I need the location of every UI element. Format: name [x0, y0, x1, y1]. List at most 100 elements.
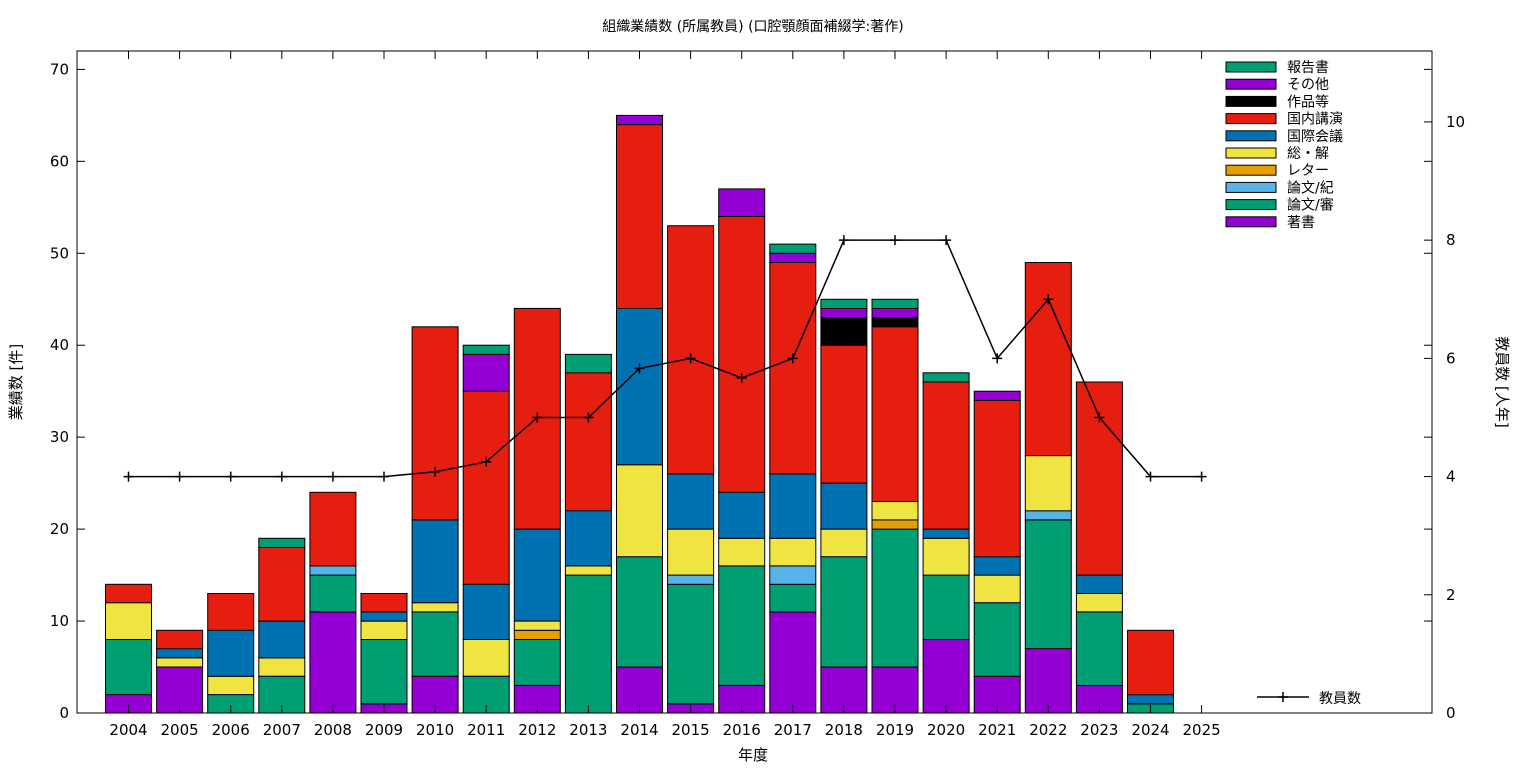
- bar-segment-2013-9: [564, 353, 612, 374]
- bar-segment-2019-7: [871, 317, 919, 328]
- bar-segment-2006-6: [207, 593, 255, 631]
- bar-segment-2017-1: [769, 583, 817, 613]
- bar-segment-2019-4: [871, 501, 919, 521]
- bar-segment-2004-4: [105, 602, 152, 641]
- bar-segment-2021-4: [973, 574, 1021, 604]
- y-tick-label: 70: [50, 60, 69, 78]
- x-tick-label: 2022: [1029, 721, 1067, 739]
- bar-segment-2007-9: [258, 537, 306, 548]
- bar-segment-2016-6: [718, 216, 766, 493]
- line-point-2018: [838, 235, 849, 246]
- y-tick-label: 50: [50, 244, 69, 262]
- bar-segment-2012-1: [513, 638, 561, 686]
- bar-segment-2015-2: [667, 574, 715, 585]
- plot-area: [105, 114, 1207, 714]
- line-legend-marker: [1278, 692, 1288, 702]
- line-point-2010: [430, 466, 441, 477]
- bar-segment-2020-5: [922, 528, 970, 539]
- bar-segment-2018-7: [820, 317, 868, 346]
- bar-segment-2018-5: [820, 482, 868, 530]
- x-tick-label: 2014: [620, 721, 658, 739]
- x-tick-label: 2021: [978, 721, 1016, 739]
- bar-segment-2020-1: [922, 574, 970, 640]
- bar-segment-2008-1: [309, 574, 357, 613]
- bar-segment-2023-5: [1075, 574, 1123, 594]
- bar-segment-2020-9: [922, 372, 970, 383]
- line-point-2017: [787, 353, 798, 364]
- x-axis: 2004 2005 2006 2007 2008 2009 2010 2011 2012 2013…: [109, 51, 1221, 739]
- bar-segment-2016-4: [718, 537, 766, 567]
- legend-label: 作品等: [1287, 93, 1329, 110]
- bar-segment-2020-4: [922, 537, 970, 576]
- bar-segment-2008-0: [309, 611, 357, 714]
- x-tick-label: 2005: [161, 721, 199, 739]
- x-tick-label: 2013: [569, 721, 607, 739]
- bar-segment-2014-4: [616, 464, 663, 558]
- line-point-2015: [685, 353, 696, 364]
- bar-segment-2011-9: [462, 344, 510, 355]
- x-tick-label: 2025: [1183, 721, 1221, 739]
- line-point-2020: [941, 235, 952, 246]
- line-legend-label: 教員数: [1319, 691, 1361, 707]
- y-axis: 0 10 20 30 40 50 60 70: [50, 60, 1432, 722]
- bar-segment-2010-5: [411, 519, 459, 604]
- bar-segment-2014-1: [616, 556, 663, 668]
- bar-segment-2017-4: [769, 537, 817, 567]
- bar-segment-2020-6: [922, 381, 970, 530]
- line-point-2024: [1145, 471, 1156, 482]
- bar-segment-2016-8: [718, 188, 766, 217]
- bar-segment-2022-4: [1024, 455, 1072, 512]
- y2-axis: 0 2 4 6 8 10: [1424, 113, 1465, 722]
- bar-segment-2021-8: [973, 390, 1021, 401]
- line-point-2023: [1094, 412, 1105, 423]
- legend-label: 総・解: [1287, 146, 1329, 162]
- bar-segment-2014-5: [616, 307, 663, 466]
- y2-tick-label: 6: [1446, 349, 1456, 367]
- bar-segment-2017-9: [769, 243, 817, 254]
- bar-segment-2023-1: [1075, 611, 1123, 687]
- line-point-2009: [379, 471, 389, 482]
- line-point-2011: [481, 456, 492, 467]
- line-point-2004: [123, 471, 134, 482]
- bar-segment-2004-6: [105, 583, 152, 604]
- bar-segment-2006-5: [207, 629, 255, 677]
- bar-segment-2013-4: [564, 565, 612, 576]
- bar-segment-2017-8: [769, 252, 817, 264]
- bar-segment-2012-4: [513, 620, 561, 631]
- y2-tick-label: 10: [1446, 113, 1465, 131]
- legend-label: 国内講演: [1287, 112, 1343, 128]
- bar-segment-2013-1: [564, 574, 612, 714]
- legend-swatch: [1225, 61, 1277, 73]
- bar-segment-2016-0: [718, 684, 766, 714]
- bar-segment-2007-5: [258, 620, 306, 659]
- line-legend: 教員数: [1257, 691, 1361, 707]
- bar-segment-2011-5: [462, 583, 510, 640]
- bar-segment-2017-5: [769, 473, 817, 539]
- x-tick-label: 2016: [723, 721, 761, 739]
- bar-segment-2005-4: [156, 657, 204, 668]
- x-tick-label: 2023: [1080, 721, 1118, 739]
- legend-label: 論文/紀: [1287, 180, 1334, 196]
- legend-swatch: [1225, 78, 1277, 90]
- bar-segment-2021-6: [973, 399, 1021, 558]
- x-tick-label: 2009: [365, 721, 403, 739]
- bar-segment-2015-6: [667, 225, 715, 475]
- legend-label: 著書: [1287, 215, 1315, 231]
- bar-segment-2007-4: [258, 657, 306, 677]
- bar-segment-2011-8: [462, 353, 510, 392]
- bar-segment-2012-3: [513, 629, 561, 640]
- legend-label: レター: [1287, 163, 1329, 179]
- bar-segment-2018-6: [820, 344, 868, 484]
- bar-segment-2014-6: [616, 124, 663, 309]
- bar-segment-2022-0: [1024, 648, 1072, 714]
- bar-segment-2015-1: [667, 583, 715, 705]
- bar-segment-2011-4: [462, 638, 510, 677]
- line-point-2022: [1043, 294, 1054, 305]
- bar-segment-2012-5: [513, 528, 561, 622]
- y-axis-label: 業績数 [件]: [7, 344, 25, 420]
- x-tick-label: 2017: [774, 721, 812, 739]
- bar-segment-2007-6: [258, 547, 306, 622]
- bar-segment-2022-1: [1024, 519, 1072, 650]
- line-point-2007: [276, 471, 287, 482]
- bar-segment-2011-6: [462, 390, 510, 585]
